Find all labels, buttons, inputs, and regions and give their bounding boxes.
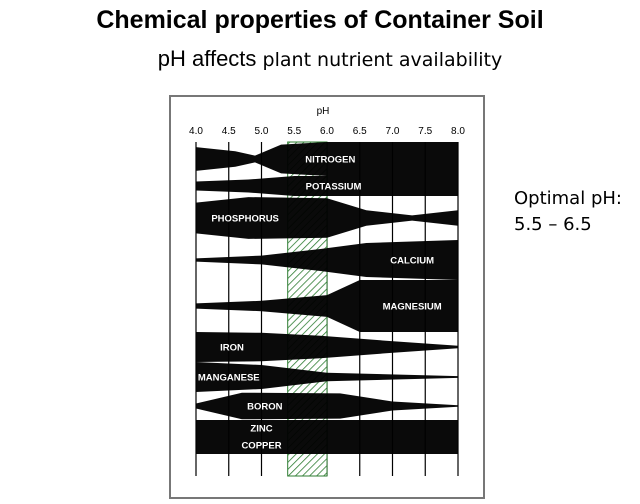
nutrient-band-shape: [196, 280, 458, 332]
slide-title: Chemical properties of Container Soil: [96, 6, 544, 34]
ph-tick-label: 4.0: [189, 126, 203, 137]
nutrient-band-magnesium: MAGNESIUM: [196, 280, 458, 332]
nutrient-band-shape: [196, 240, 458, 280]
ph-tick-labels: 4.0 4.5 5.0 5.5 6.0 6.5 7.0 7.5 8.0: [189, 126, 465, 137]
nutrient-band-iron: IRON: [196, 332, 458, 362]
nutrient-label: COPPER: [241, 441, 281, 452]
nutrient-band-calcium: CALCIUM: [196, 240, 458, 280]
subtitle-lead: pH affects: [157, 46, 257, 71]
slide-subtitle: pH affects plant nutrient availability: [0, 46, 640, 72]
nutrient-label: NITROGEN: [305, 155, 355, 166]
nutrient-label: POTASSIUM: [306, 182, 362, 193]
nutrient-band-zinc: ZINC: [196, 420, 458, 436]
nutrient-band-phosphorus: PHOSPHORUS: [196, 197, 458, 239]
nutrient-band-copper: COPPER: [196, 436, 458, 454]
optimal-ph-note: Optimal pH: 5.5 – 6.5: [514, 186, 622, 238]
ph-tick-label: 5.0: [255, 126, 269, 137]
nutrient-band-nitrogen: NITROGEN: [196, 142, 458, 176]
nutrient-label: MAGNESIUM: [383, 302, 442, 313]
ph-tick-label: 6.5: [353, 126, 367, 137]
nutrient-bands: NITROGEN POTASSIUM PHOSPHORUS CALCIUM MAGNES…: [196, 142, 458, 454]
nutrient-band-shape: [196, 142, 458, 176]
nutrient-band-shape: [196, 392, 458, 420]
nutrient-label: PHOSPHORUS: [211, 214, 279, 225]
optimal-ph-label: Optimal pH:: [514, 188, 622, 209]
ph-tick-label: 7.0: [386, 126, 400, 137]
optimal-ph-range: 5.5 – 6.5: [514, 214, 592, 235]
nutrient-label: BORON: [247, 402, 283, 413]
nutrient-label: ZINC: [250, 424, 272, 435]
nutrient-band-shape: [196, 436, 458, 454]
nutrient-label: CALCIUM: [390, 256, 434, 267]
ph-tick-label: 7.5: [418, 126, 432, 137]
nutrient-label: IRON: [220, 343, 244, 354]
nutrient-band-shape: [196, 176, 458, 196]
ph-axis-label: pH: [317, 106, 330, 117]
nutrient-label: MANGANESE: [198, 373, 260, 384]
nutrient-band-potassium: POTASSIUM: [196, 176, 458, 196]
nutrient-band-manganese: MANGANESE: [196, 362, 458, 392]
nutrient-band-shape: [196, 362, 458, 392]
ph-tick-label: 8.0: [451, 126, 465, 137]
nutrient-band-shape: [196, 420, 458, 436]
ph-tick-label: 5.5: [287, 126, 301, 137]
nutrient-band-shape: [196, 197, 458, 239]
ph-tick-label: 6.0: [320, 126, 334, 137]
ph-tick-label: 4.5: [222, 126, 236, 137]
subtitle-rest: plant nutrient availability: [262, 49, 503, 71]
nutrient-band-shape: [196, 332, 458, 362]
nutrient-band-boron: BORON: [196, 392, 458, 420]
